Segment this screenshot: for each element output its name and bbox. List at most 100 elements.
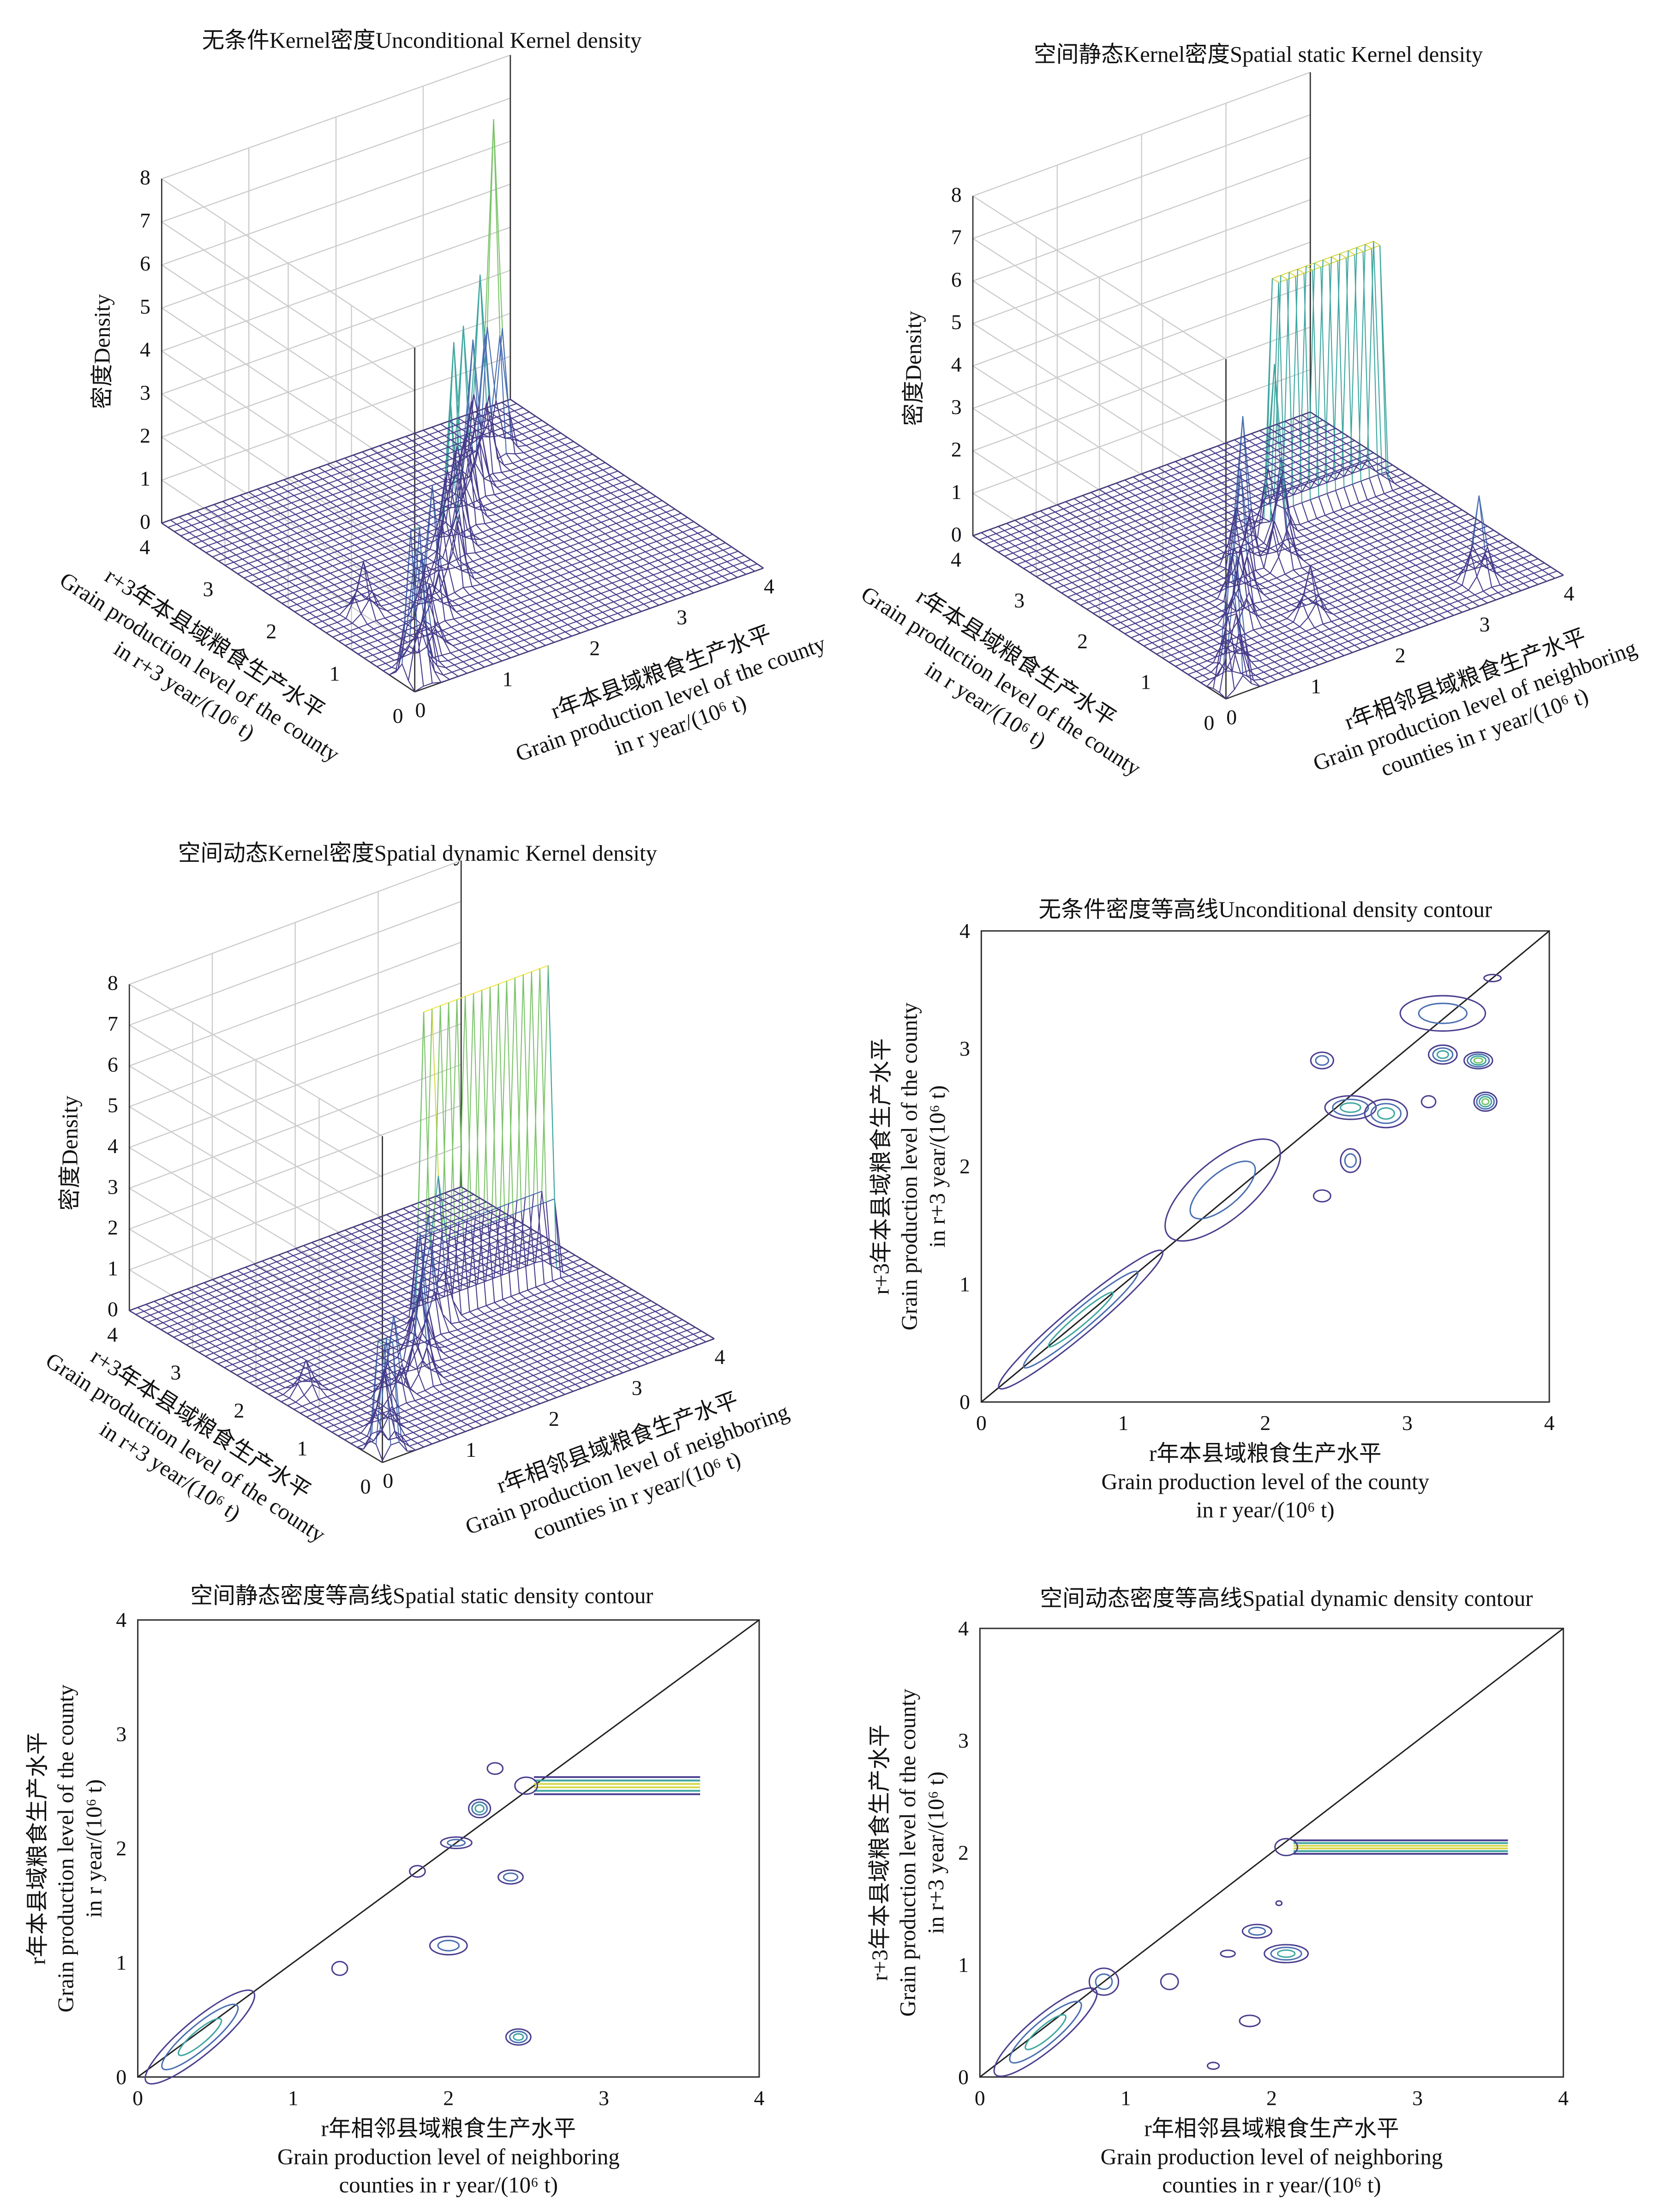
- mesh-line: [361, 475, 370, 478]
- mesh-line: [644, 533, 650, 537]
- mesh-line: [520, 554, 529, 558]
- mesh-line: [1142, 576, 1148, 580]
- mesh-line: [598, 556, 605, 560]
- mesh-line: [678, 592, 685, 596]
- mesh-line: [1167, 541, 1174, 546]
- mesh-line: [502, 403, 508, 407]
- mesh-line: [1275, 636, 1281, 640]
- mesh-line: [635, 491, 641, 495]
- mesh-line: [1302, 601, 1308, 617]
- mesh-line: [556, 587, 565, 590]
- mesh-line: [1074, 598, 1082, 601]
- mesh-line: [260, 550, 269, 553]
- mesh-line: [400, 474, 409, 477]
- mesh-line: [1180, 575, 1186, 579]
- mesh-line: [1163, 655, 1171, 658]
- mesh-line: [1066, 553, 1072, 557]
- mesh-line: [564, 468, 573, 471]
- mesh-line: [1053, 516, 1061, 519]
- mesh-line: [1099, 592, 1106, 596]
- mesh-line: [1097, 596, 1106, 599]
- mesh-line: [1112, 571, 1121, 574]
- mesh-line: [368, 479, 377, 482]
- mesh-line: [1192, 660, 1199, 664]
- mesh-line: [326, 487, 335, 491]
- mesh-line: [513, 508, 520, 512]
- mesh-line: [658, 560, 665, 565]
- mesh-line: [1099, 589, 1108, 592]
- mesh-line: [305, 485, 312, 489]
- mesh-line: [988, 534, 996, 537]
- mesh-line: [1184, 532, 1192, 535]
- mesh-line: [378, 540, 387, 543]
- mesh-line: [529, 412, 536, 416]
- mesh-line: [289, 510, 296, 514]
- mesh-line: [1038, 518, 1045, 523]
- mesh-line: [659, 579, 666, 583]
- mesh-line: [488, 559, 497, 563]
- mesh-line: [1108, 483, 1116, 487]
- mesh-line: [1070, 564, 1076, 568]
- mesh-line: [268, 576, 274, 580]
- mesh-line: [1270, 648, 1278, 651]
- mesh-line: [317, 517, 326, 520]
- mesh-line: [1186, 551, 1194, 554]
- mesh-line: [621, 577, 629, 580]
- mesh-line: [1118, 499, 1127, 502]
- mesh-line: [552, 504, 561, 507]
- mesh-line: [589, 556, 598, 559]
- mesh-line: [508, 549, 514, 553]
- mesh-line: [1270, 557, 1278, 573]
- mesh-line: [504, 654, 511, 658]
- mesh-line: [257, 515, 263, 519]
- mesh-line: [1190, 667, 1197, 672]
- mesh-line: [1268, 680, 1276, 684]
- mesh-line: [324, 611, 333, 614]
- mesh-line: [380, 446, 386, 450]
- mesh-line: [609, 471, 618, 475]
- mesh-line: [1068, 546, 1074, 550]
- mesh-line: [626, 491, 635, 494]
- mesh-line: [328, 581, 334, 585]
- mesh-line: [438, 432, 445, 436]
- mesh-line: [1260, 684, 1268, 686]
- mesh-line: [1171, 524, 1180, 527]
- mesh-line: [372, 465, 381, 468]
- mesh-line: [566, 460, 575, 463]
- mesh-line: [345, 643, 354, 646]
- mesh-line: [391, 623, 398, 627]
- mesh-line: [617, 565, 626, 569]
- mesh-line: [272, 588, 278, 592]
- mesh-line: [345, 458, 351, 463]
- mesh-line: [376, 505, 382, 510]
- mesh-line: [1152, 563, 1161, 566]
- mesh-line: [332, 634, 341, 637]
- mesh-line: [451, 624, 460, 627]
- mesh-line: [330, 570, 339, 573]
- mesh-line: [1047, 515, 1053, 519]
- mesh-line: [491, 526, 500, 529]
- mesh-line: [478, 544, 486, 546]
- mesh-line: [1161, 560, 1169, 563]
- mesh-line: [1074, 547, 1082, 550]
- mesh-line: [521, 528, 530, 531]
- mesh-line: [568, 625, 574, 629]
- mesh-line: [1175, 561, 1184, 564]
- mesh-line: [1152, 537, 1161, 541]
- mesh-line: [1260, 610, 1266, 614]
- mesh-line: [586, 450, 593, 454]
- mesh-line: [1188, 646, 1196, 649]
- mesh-line: [527, 559, 535, 562]
- mesh-line: [446, 667, 452, 672]
- mesh-line: [1338, 649, 1346, 652]
- mesh-line: [401, 519, 410, 523]
- mesh-line: [170, 520, 177, 524]
- mesh-line: [359, 625, 367, 628]
- mesh-line: [491, 597, 500, 601]
- mesh-line: [602, 567, 608, 571]
- mesh-line: [1057, 578, 1066, 582]
- mesh-line: [295, 511, 304, 515]
- mesh-line: [311, 512, 319, 516]
- mesh-line: [188, 511, 197, 514]
- mesh-line: [532, 547, 538, 551]
